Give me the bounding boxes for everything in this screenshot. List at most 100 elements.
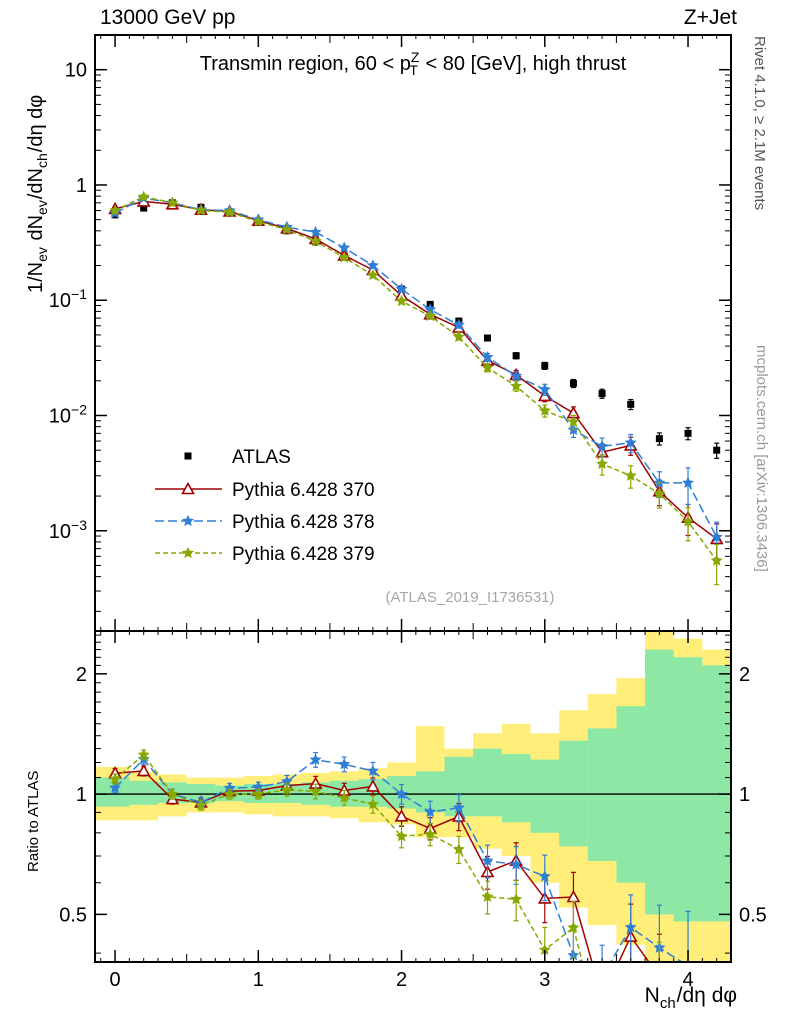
marker-star-icon [481, 854, 494, 866]
marker-star-icon [281, 783, 293, 795]
marker-star-icon [510, 379, 523, 392]
y-tick-label: 10−1 [49, 286, 87, 312]
marker-star-icon [424, 303, 437, 315]
marker-star-icon [538, 404, 551, 416]
series-line [114, 196, 718, 562]
green-band-bin [530, 759, 560, 833]
marker-star-icon [510, 369, 523, 382]
marker-star-icon [338, 251, 351, 263]
marker-star-icon [366, 259, 379, 271]
process-label: Z+Jet [683, 6, 737, 29]
marker-star-icon [309, 225, 322, 238]
series-top-pythia-6-428-370 [108, 194, 724, 562]
marker-square-icon [541, 362, 549, 370]
marker-star-icon [338, 758, 351, 770]
marker-star-icon [182, 514, 194, 527]
marker-star-icon [366, 764, 379, 776]
legend-item-pythia-6-428-379: Pythia 6.428 379 [155, 544, 375, 565]
marker-star-icon [510, 858, 523, 870]
marker-star-icon [710, 530, 723, 543]
marker-star-icon [281, 775, 293, 787]
x-axis-ticks: 0 1 2 3 4 [100, 35, 732, 991]
marker-star-icon [338, 241, 351, 253]
marker-star-icon [624, 921, 637, 933]
marker-star-icon [223, 205, 236, 218]
beam-energy-label: 13000 GeV pp [100, 6, 236, 29]
marker-star-icon [481, 351, 494, 363]
y-tick-label: 10−2 [49, 401, 87, 427]
marker-triangle-icon [136, 763, 151, 777]
x-tick-label: 3 [539, 969, 550, 991]
x-tick-label: 1 [253, 969, 264, 991]
ratio-line [115, 770, 650, 962]
marker-star-icon [395, 830, 408, 842]
marker-star-icon [710, 554, 723, 566]
analysis-id-watermark: (ATLAS_2019_I1736531) [385, 589, 555, 606]
ratio-line [114, 753, 584, 962]
marker-star-icon [366, 798, 379, 810]
marker-star-icon [424, 309, 437, 322]
marker-star-icon [567, 415, 580, 427]
y-tick-label: 1 [76, 175, 87, 197]
marker-star-icon [182, 546, 194, 559]
marker-star-icon [309, 234, 322, 247]
marker-square-icon [598, 390, 606, 398]
y-axis-label-top: 1/Nev dNev/dNch/dη dφ [25, 95, 50, 293]
marker-star-icon [452, 318, 465, 331]
series-line [114, 197, 718, 538]
series-top-pythia-6-428-379 [109, 190, 723, 586]
marker-square-icon [140, 204, 148, 212]
marker-triangle-icon [394, 809, 409, 822]
marker-square-icon [684, 429, 692, 437]
marker-star-icon [395, 787, 408, 800]
marker-square-icon [184, 452, 192, 460]
series-top-pythia-6-428-378 [109, 191, 723, 560]
ratio-tick-label-left: 2 [76, 664, 87, 686]
marker-star-icon [137, 190, 150, 202]
marker-star-icon [481, 361, 494, 373]
marker-star-icon [452, 330, 465, 343]
marker-star-icon [281, 223, 293, 235]
ratio-line [114, 758, 684, 962]
green-band-bin [645, 649, 674, 915]
top-panel-frame [94, 34, 732, 632]
marker-star-icon [424, 805, 437, 818]
legend-label: Pythia 6.428 378 [232, 512, 375, 533]
green-band-bin [473, 748, 502, 817]
marker-star-icon [338, 791, 351, 803]
legend: ATLAS Pythia 6.428 370 Pythia 6.428 378 Pyt… [155, 447, 375, 565]
marker-star-icon [223, 781, 236, 794]
x-tick-label: 0 [109, 969, 120, 991]
y-tick-label: 10−3 [49, 517, 87, 543]
marker-star-icon [309, 785, 322, 797]
x-tick-label: 4 [682, 969, 693, 991]
green-band-bin [673, 657, 703, 922]
marker-star-icon [682, 476, 694, 488]
legend-item-atlas: ATLAS [184, 447, 291, 468]
marker-star-icon [309, 753, 322, 765]
ratio-tick-label-right: 1 [739, 784, 750, 806]
marker-star-icon [624, 469, 637, 481]
marker-star-icon [109, 204, 121, 216]
marker-star-icon [252, 787, 265, 800]
legend-label: ATLAS [232, 447, 291, 468]
ratio-tick-label-right: 0.5 [739, 904, 767, 926]
marker-star-icon [538, 383, 551, 395]
ratio-tick-label-right: 2 [739, 664, 750, 686]
marker-star-icon [252, 215, 265, 227]
y-tick-label: 10 [65, 60, 87, 82]
green-band-bin [501, 754, 531, 823]
plot-title: Transmin region, 60 < pZ T < 80 [GeV], hi… [200, 49, 627, 78]
marker-square-icon [569, 379, 577, 387]
legend-label: Pythia 6.428 370 [232, 480, 375, 501]
marker-star-icon [252, 780, 265, 793]
marker-square-icon [655, 435, 663, 443]
ratio-panel-frame [94, 630, 732, 963]
marker-star-icon [538, 870, 551, 882]
marker-star-icon [424, 827, 437, 840]
marker-star-icon [596, 457, 609, 469]
series-top-atlas [111, 199, 721, 459]
marker-star-icon [452, 843, 465, 855]
